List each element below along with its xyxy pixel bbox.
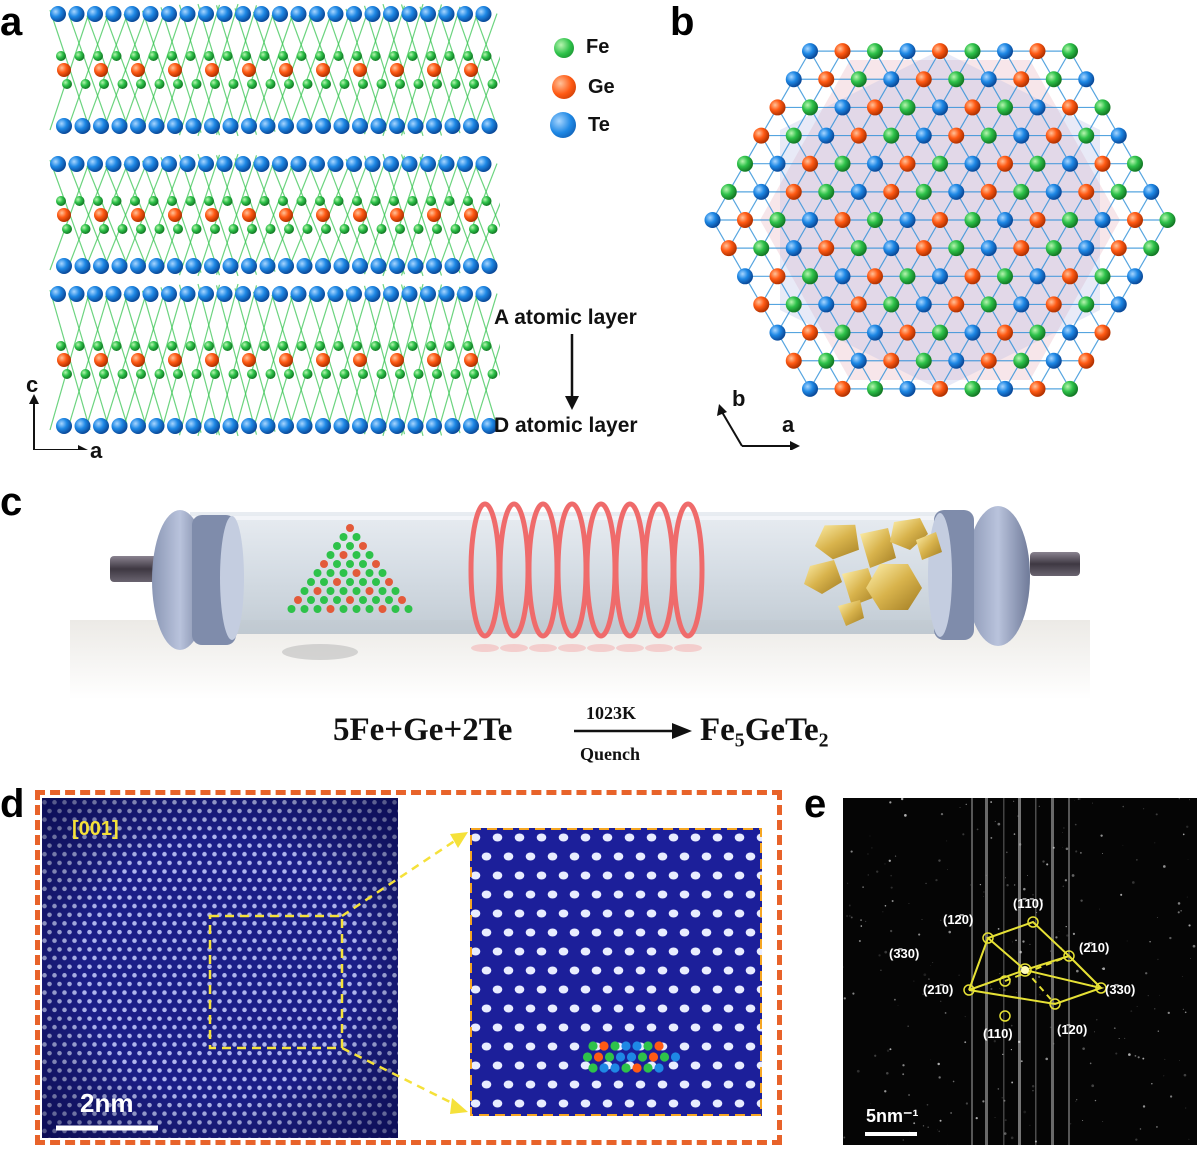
axis-label-b: b [732, 386, 746, 411]
svg-text:(21̄0): (21̄0) [923, 982, 953, 997]
miller-indices: (12̄0) (1̄1̄0) (3̄30) (2̄10) (21̄0) (3̄3… [889, 896, 1135, 1041]
layer-bottom-label: D atomic layer [494, 414, 638, 437]
panel-label-e: e [804, 782, 827, 826]
reaction-arrow-icon [574, 723, 692, 739]
quartz-tube-furnace [70, 501, 1090, 700]
svg-text:(3̄30): (3̄30) [889, 946, 919, 961]
fe-atom-icon [554, 37, 574, 58]
crystal-top-view [704, 43, 1176, 450]
te-atom-icon [550, 112, 576, 138]
down-arrow-icon [565, 334, 579, 410]
svg-text:(110): (110) [983, 1026, 1013, 1041]
svg-text:(1̄20): (1̄20) [1057, 1022, 1087, 1037]
magnified-stem-image [470, 828, 762, 1116]
equation-temperature: 1023K [586, 703, 637, 723]
stem-figure-frame [35, 790, 782, 1145]
axis-label-c: c [26, 372, 39, 397]
scale-bar-label-d: 2nm [80, 1088, 134, 1118]
legend-fe: Fe [554, 36, 609, 59]
equation-process: Quench [580, 744, 641, 764]
reciprocal-lattice [963, 916, 1107, 1022]
axis-label-a: a [90, 438, 103, 463]
panel-label-c: c [0, 480, 23, 524]
panel-label-d: d [0, 782, 25, 826]
equation-product: Fe₅GeTe₂ [700, 712, 829, 748]
zoom-connector-arrows [341, 832, 468, 1114]
panel-label-a: a [0, 0, 23, 44]
crystal-side-view [29, 3, 500, 450]
atom-overlay [582, 1041, 681, 1073]
zone-axis-label: [001] [72, 818, 119, 840]
svg-text:(2̄10): (2̄10) [1079, 940, 1109, 955]
fft-pattern: (12̄0) (1̄1̄0) (3̄30) (2̄10) (21̄0) (3̄3… [843, 798, 1197, 1145]
element-powder-pyramid [287, 524, 413, 613]
axis-c-a [29, 394, 88, 450]
ge-atom-icon [552, 75, 576, 99]
right-rod [1030, 552, 1080, 576]
right-end-cap [966, 506, 1030, 646]
svg-text:(1̄1̄0): (1̄1̄0) [1013, 896, 1043, 911]
legend-ge: Ge [552, 75, 615, 99]
legend-te: Te [550, 112, 610, 138]
haadf-stem-image [42, 798, 398, 1138]
layer-top-label: A atomic layer [494, 306, 637, 329]
product-crystal-flakes [804, 518, 942, 626]
panel-label-b: b [670, 0, 695, 44]
heating-coil [468, 501, 705, 652]
zoom-region-box [208, 914, 344, 1050]
scale-bar-label-e: 5nm⁻¹ [866, 1106, 919, 1126]
axis-b-a [717, 404, 800, 450]
svg-text:(3̄30): (3̄30) [1105, 982, 1135, 997]
axis-label-a-top: a [782, 412, 795, 437]
svg-text:(12̄0): (12̄0) [943, 912, 973, 927]
equation-reactants: 5Fe+Ge+2Te [333, 712, 513, 748]
